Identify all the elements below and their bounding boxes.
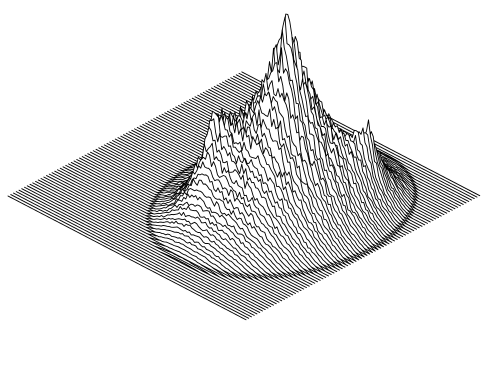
surface-row-line [32,182,272,308]
surface-row-line [18,189,258,315]
surface-row-line [13,192,252,318]
surface-row-line [24,186,263,312]
surface-lines [7,13,481,321]
surface-row-line [37,179,277,305]
surface-row-line [10,194,250,319]
surface-row-line [15,191,255,316]
surface-row-line [35,180,274,306]
surface-row-line [26,185,266,310]
surface-row-line [29,183,269,309]
surface-row-line [7,195,247,321]
surface-row-line [21,188,261,313]
